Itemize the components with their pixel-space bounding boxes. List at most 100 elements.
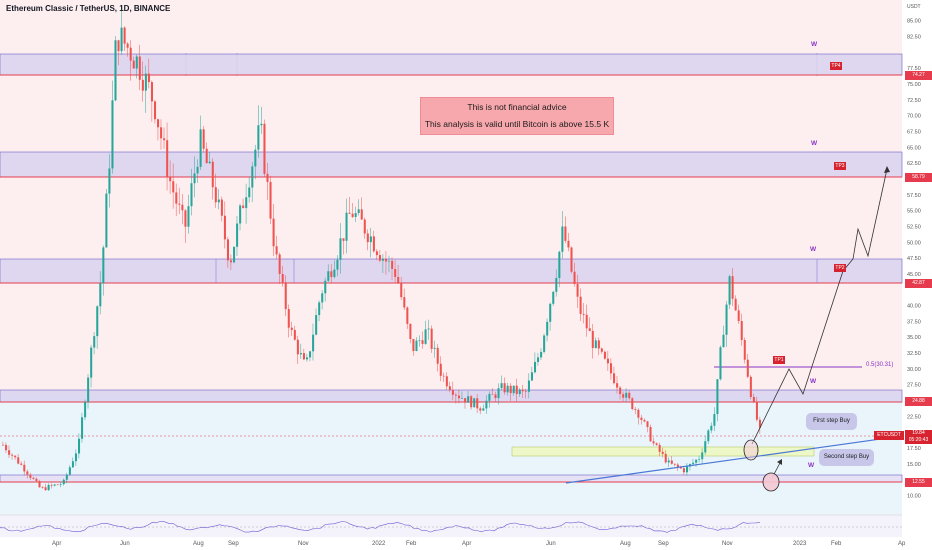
candle-body bbox=[29, 474, 32, 478]
candle-body bbox=[193, 173, 196, 184]
tp4-label[interactable]: TP4 bbox=[830, 62, 842, 70]
x-tick-label: Sep bbox=[658, 541, 669, 547]
candle-body bbox=[44, 487, 47, 491]
first-step-buy-callout[interactable]: First step Buy bbox=[806, 413, 857, 430]
candle-body bbox=[725, 304, 728, 335]
candle-body bbox=[47, 484, 50, 491]
candle-body bbox=[731, 276, 734, 299]
candle-body bbox=[236, 223, 239, 247]
candle-body bbox=[430, 328, 433, 349]
tp2-label[interactable]: TP2 bbox=[834, 264, 846, 272]
last-price-tag: 19.84 bbox=[905, 430, 932, 437]
candle-body bbox=[59, 484, 62, 485]
candle-body bbox=[41, 487, 44, 488]
candle-body bbox=[549, 303, 552, 322]
candle-body bbox=[56, 484, 59, 486]
candle-body bbox=[755, 401, 758, 420]
candle-body bbox=[150, 82, 153, 102]
y-tick-label: 52.50 bbox=[907, 224, 921, 230]
candle-body bbox=[713, 414, 716, 426]
second-step-buy-callout[interactable]: Second step Buy bbox=[819, 449, 874, 466]
candle-body bbox=[138, 56, 141, 80]
symbol-tag: ETCUSDT bbox=[874, 431, 904, 440]
price-axis-panel[interactable] bbox=[902, 0, 932, 550]
candle-body bbox=[661, 451, 664, 454]
candle-body bbox=[230, 260, 233, 263]
candle-body bbox=[293, 329, 296, 340]
second-step-buy-circle[interactable] bbox=[762, 472, 780, 492]
candle-body bbox=[610, 363, 613, 374]
y-tick-label: 57.50 bbox=[907, 193, 921, 199]
candle-body bbox=[202, 129, 205, 149]
disclaimer-line-1: This is not financial advice bbox=[467, 102, 567, 112]
time-axis-panel[interactable] bbox=[0, 537, 932, 550]
candle-body bbox=[758, 419, 761, 428]
tp3-zone[interactable] bbox=[0, 151, 903, 178]
candle-body bbox=[476, 398, 479, 409]
candle-body bbox=[318, 302, 321, 316]
candle-body bbox=[309, 351, 312, 358]
candle-body bbox=[734, 298, 737, 311]
candle-body bbox=[242, 205, 245, 209]
tp2-zone[interactable] bbox=[0, 258, 903, 284]
projection-path[interactable] bbox=[751, 168, 888, 445]
chart-title[interactable]: Ethereum Classic / TetherUS, 1D, BINANCE bbox=[6, 4, 171, 13]
candle-body bbox=[634, 409, 637, 410]
candle-body bbox=[147, 73, 150, 83]
x-tick-label: Apr bbox=[52, 541, 61, 547]
candlestick-series[interactable] bbox=[2, 5, 761, 492]
y-tick-label: 85.00 bbox=[907, 19, 921, 25]
candle-body bbox=[473, 398, 476, 408]
candle-body bbox=[105, 193, 108, 248]
candle-body bbox=[540, 351, 543, 358]
candle-body bbox=[345, 212, 348, 241]
support-trendline[interactable] bbox=[565, 435, 903, 484]
candle-body bbox=[366, 233, 369, 243]
first-step-buy-circle[interactable] bbox=[743, 439, 759, 461]
candle-body bbox=[701, 452, 704, 460]
candle-body bbox=[14, 455, 17, 458]
candle-body bbox=[354, 213, 357, 217]
candle-body bbox=[740, 321, 743, 340]
candle-body bbox=[348, 212, 351, 214]
candle-body bbox=[126, 43, 129, 48]
y-tick-label: 77.50 bbox=[907, 66, 921, 72]
candle-body bbox=[433, 347, 436, 349]
candle-body bbox=[445, 376, 448, 387]
y-tick-label: 62.50 bbox=[907, 161, 921, 167]
candle-body bbox=[530, 372, 533, 381]
candle-body bbox=[17, 457, 20, 464]
candle-body bbox=[397, 276, 400, 283]
candle-body bbox=[81, 417, 84, 439]
candle-body bbox=[360, 209, 363, 220]
w-marker: W bbox=[811, 140, 818, 147]
tp4-zone[interactable] bbox=[0, 53, 903, 76]
candle-body bbox=[585, 314, 588, 329]
candle-body bbox=[616, 383, 619, 388]
candle-body bbox=[391, 260, 394, 269]
candle-body bbox=[503, 383, 506, 393]
candle-body bbox=[494, 394, 497, 399]
buy-zone[interactable] bbox=[511, 446, 815, 457]
x-tick-label: Aug bbox=[193, 541, 204, 547]
candle-body bbox=[296, 339, 299, 355]
tp1-zone[interactable] bbox=[0, 389, 903, 403]
candle-body bbox=[521, 389, 524, 392]
candle-body bbox=[96, 306, 99, 337]
candle-body bbox=[62, 479, 65, 485]
candle-body bbox=[643, 419, 646, 422]
x-axis-ticks: Apr Jun Aug Sep Nov 2022 Feb Apr Jun Aug Sep Nov 202… bbox=[52, 541, 906, 547]
x-tick-label: 2022 bbox=[372, 541, 386, 547]
candle-body bbox=[50, 484, 53, 486]
candle-body bbox=[157, 119, 160, 128]
candle-body bbox=[403, 297, 406, 308]
candle-body bbox=[65, 474, 68, 480]
disclaimer-box[interactable]: This is not financial advice This analys… bbox=[420, 97, 614, 135]
candle-body bbox=[257, 125, 260, 150]
tp3-label[interactable]: TP3 bbox=[834, 162, 846, 170]
tp1-label[interactable]: TP1 bbox=[773, 356, 785, 364]
candle-body bbox=[470, 396, 473, 408]
candle-body bbox=[588, 328, 591, 332]
candle-body bbox=[181, 204, 184, 211]
